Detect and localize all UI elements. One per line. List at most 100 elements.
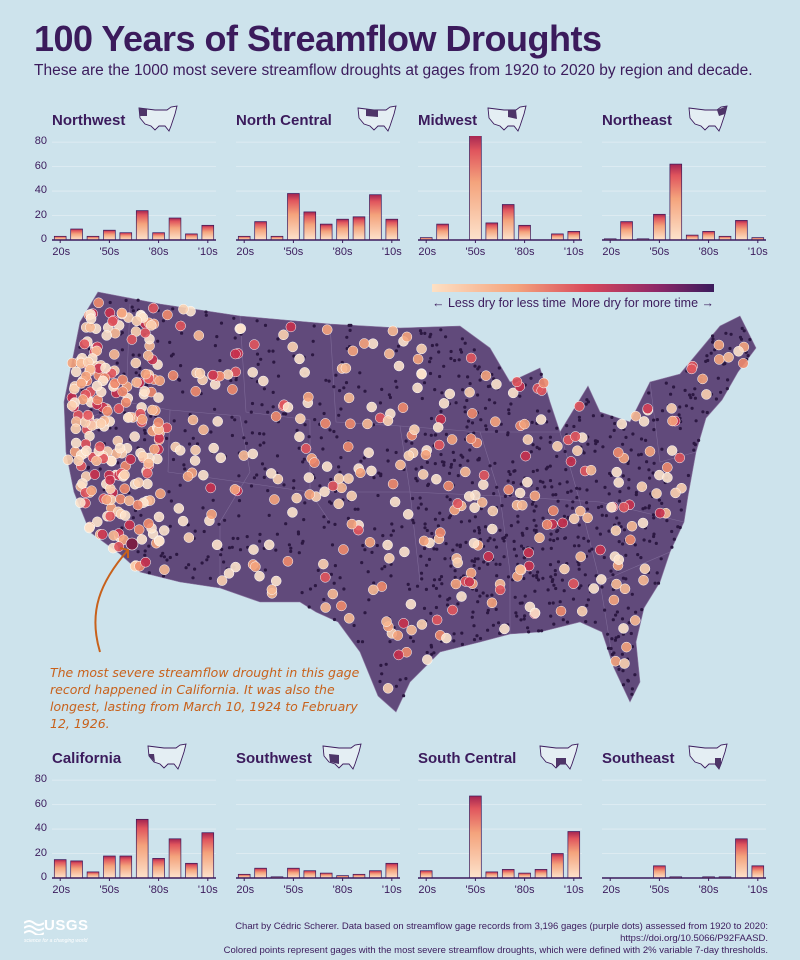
gage-point — [679, 508, 683, 512]
gage-point — [530, 420, 534, 424]
gage-point — [435, 343, 439, 347]
gage-point — [201, 506, 205, 510]
gage-point — [570, 506, 575, 510]
gage-point — [262, 475, 266, 479]
gage-point — [504, 533, 509, 537]
gage-point — [565, 480, 569, 484]
drought-point — [625, 534, 636, 546]
drought-point — [738, 358, 749, 369]
drought-point — [412, 382, 423, 394]
gage-point — [302, 518, 306, 522]
gage-point — [415, 479, 419, 483]
gage-point — [441, 517, 445, 522]
gage-point — [255, 352, 260, 356]
gage-point — [499, 422, 503, 426]
drought-point — [642, 403, 653, 414]
bar — [469, 136, 482, 241]
gage-point — [600, 414, 604, 418]
gage-point — [478, 378, 482, 382]
drought-point — [606, 502, 617, 513]
drought-point — [295, 413, 306, 424]
gage-point — [647, 506, 651, 510]
gage-point — [726, 378, 730, 382]
gage-point — [659, 557, 663, 561]
gage-point — [630, 592, 634, 596]
drought-point — [113, 403, 125, 414]
gage-point — [202, 529, 206, 534]
gage-point — [614, 613, 618, 617]
gage-point — [394, 349, 398, 353]
gage-point — [651, 471, 655, 475]
gage-point — [353, 507, 357, 511]
gage-point — [565, 424, 569, 428]
drought-point — [701, 389, 712, 400]
gage-point — [321, 447, 325, 451]
gage-point — [372, 581, 376, 585]
gage-point — [484, 427, 489, 431]
drought-point — [723, 352, 734, 363]
bar — [352, 216, 366, 241]
x-tick-label: '80s — [699, 246, 719, 258]
drought-point — [565, 456, 577, 467]
drought-point — [555, 605, 567, 617]
gage-point — [415, 584, 420, 588]
x-tick-label: '10s — [748, 884, 768, 896]
gage-point — [616, 635, 621, 639]
gage-point — [143, 553, 147, 557]
gage-point — [637, 453, 641, 457]
drought-point — [355, 467, 366, 478]
gage-point — [372, 476, 376, 480]
bar — [534, 869, 548, 879]
gage-point — [535, 573, 539, 578]
drought-point — [670, 487, 681, 499]
gage-point — [611, 618, 615, 622]
gage-point — [711, 340, 715, 344]
drought-point — [401, 331, 413, 343]
gage-point — [618, 490, 622, 494]
drought-point — [104, 510, 116, 522]
gage-point — [694, 419, 698, 423]
drought-point — [382, 539, 393, 551]
drought-point — [478, 470, 490, 481]
x-tick-label: '80s — [149, 884, 169, 896]
drought-point — [327, 480, 339, 492]
drought-point — [81, 445, 92, 457]
gage-point — [434, 586, 438, 590]
gage-point — [664, 381, 668, 385]
gage-point — [610, 637, 614, 641]
drought-point — [519, 418, 530, 430]
gage-point — [455, 543, 459, 547]
drought-point — [610, 655, 621, 667]
gage-point — [522, 556, 526, 560]
x-tick-label: '80s — [149, 246, 169, 258]
gage-point — [569, 489, 573, 493]
gage-point — [332, 617, 337, 622]
gage-point — [706, 358, 710, 363]
x-tick-label: '10s — [198, 884, 218, 896]
region-panel: Northwest '20s '50s '80s '10s 0 20 40 60 80 — [35, 105, 227, 272]
gage-point — [116, 461, 120, 465]
drought-point — [235, 323, 247, 334]
drought-point — [465, 352, 477, 364]
gage-point — [624, 435, 628, 439]
gage-point — [307, 435, 311, 439]
gage-point — [434, 433, 438, 437]
drought-point — [535, 414, 547, 425]
gage-point — [621, 542, 625, 546]
drought-point — [140, 327, 151, 339]
gage-point — [477, 526, 481, 530]
gage-point — [423, 522, 427, 526]
gage-point — [535, 468, 539, 472]
gage-point — [427, 557, 432, 561]
gage-point — [230, 433, 234, 438]
bar-chart: '20s '50s '80s '10s — [602, 141, 768, 258]
bar — [567, 231, 581, 241]
gage-point — [660, 447, 664, 451]
gage-point — [444, 542, 448, 546]
drought-point — [93, 297, 104, 309]
gage-point — [444, 432, 448, 436]
gage-point — [460, 631, 464, 635]
gage-point — [626, 606, 630, 610]
drought-point — [452, 557, 463, 569]
gage-point — [534, 528, 538, 533]
